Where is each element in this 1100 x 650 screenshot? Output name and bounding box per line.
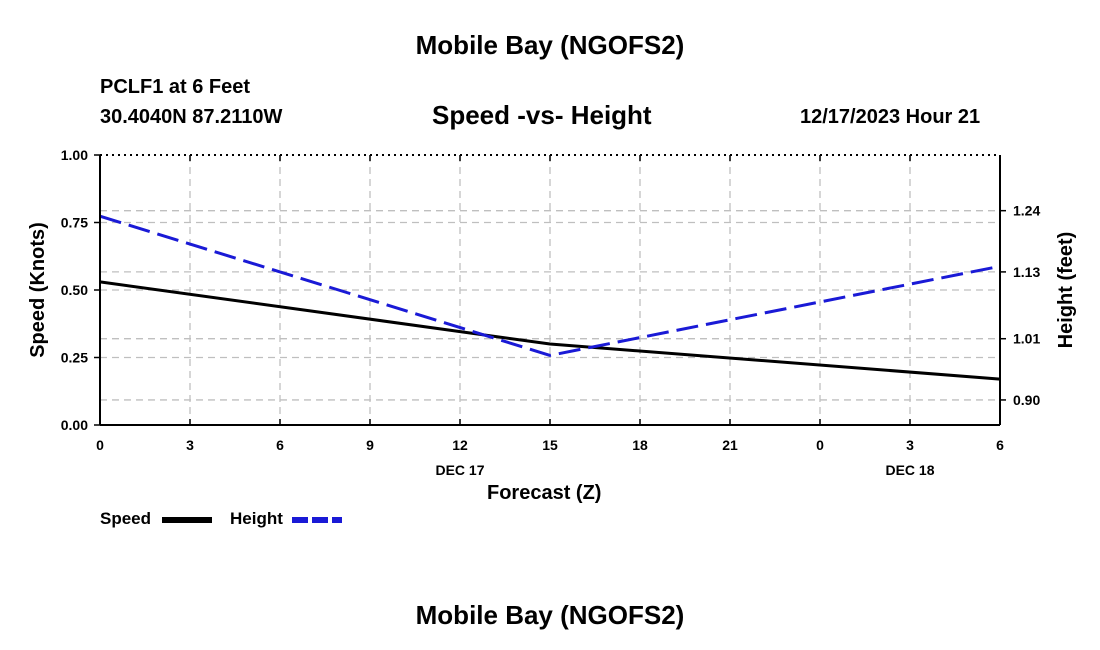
grid-lines (100, 155, 1000, 425)
chart-title: Mobile Bay (NGOFS2) (415, 30, 685, 60)
y2-tick-label: 1.13 (1013, 264, 1040, 280)
y2-axis-label: Height (feet) (1055, 232, 1077, 349)
y2-tick-label: 0.90 (1013, 392, 1040, 408)
station-coords: 30.4040N 87.2110W (100, 106, 283, 128)
series-line-height (99, 214, 1001, 357)
station-label: PCLF1 at 6 Feet (100, 76, 251, 98)
axis-ticks: 0 3 6 9 12 15 18 21 0 3 6 DEC 17 DEC 18 0.00 0.25 0.50 0… (27, 147, 1077, 523)
x-date-label: DEC 17 (435, 462, 484, 478)
legend-speed-label: Speed (100, 509, 152, 528)
x-date-label: DEC 18 (885, 462, 934, 478)
y2-tick-label: 1.01 (1013, 331, 1040, 347)
y-tick-label: 0.50 (61, 282, 88, 298)
x-tick-label: 12 (452, 437, 468, 453)
x-tick-label: 6 (996, 437, 1004, 453)
x-tick-label: 6 (276, 437, 284, 453)
x-axis-label: Forecast (Z) (487, 482, 602, 504)
series-lines (99, 214, 1001, 381)
x-tick-label: 3 (906, 437, 914, 453)
x-tick-label: 0 (96, 437, 104, 453)
x-tick-label: 3 (186, 437, 194, 453)
legend-height-label: Height (230, 509, 283, 528)
x-tick-label: 0 (816, 437, 824, 453)
y-tick-label: 0.00 (61, 417, 88, 433)
x-tick-label: 18 (632, 437, 648, 453)
x-tick-label: 9 (366, 437, 374, 453)
x-tick-label: 15 (542, 437, 558, 453)
chart-subtitle: Speed -vs- Height (432, 100, 652, 130)
y-axis-label: Speed (Knots) (27, 222, 49, 358)
forecast-datetime: 12/17/2023 Hour 21 (800, 106, 981, 128)
series-line-speed (99, 280, 1001, 381)
x-tick-label: 21 (722, 437, 738, 453)
y-tick-label: 0.25 (61, 350, 88, 366)
y-tick-label: 1.00 (61, 147, 88, 163)
bottom-title: Mobile Bay (NGOFS2) (415, 600, 685, 630)
y2-tick-label: 1.24 (1013, 203, 1040, 219)
y-tick-label: 0.75 (61, 215, 88, 231)
